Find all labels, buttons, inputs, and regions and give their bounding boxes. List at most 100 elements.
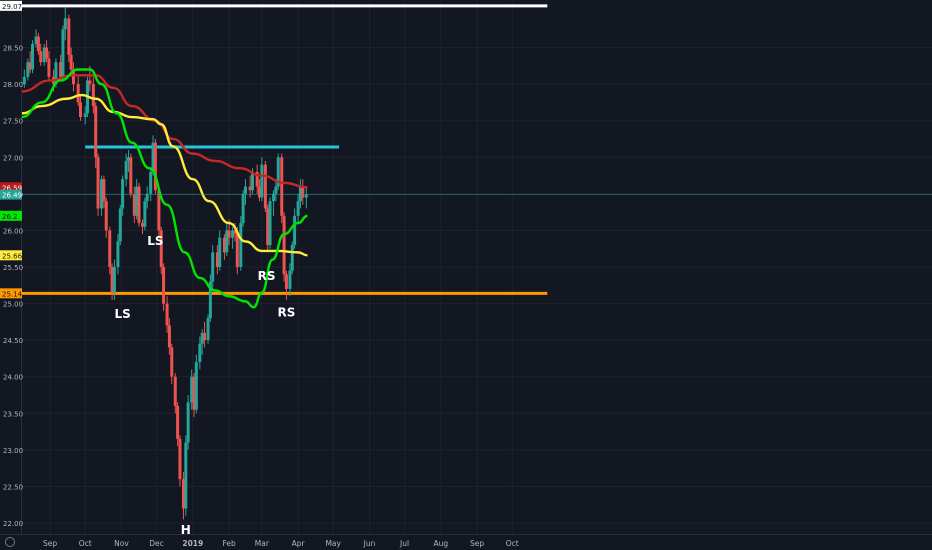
candle-body: [290, 245, 294, 271]
candle: [36, 32, 40, 55]
candle: [31, 40, 35, 74]
candle-body: [208, 281, 212, 319]
candle-body: [54, 62, 58, 85]
grid: [22, 0, 932, 534]
candle-body: [118, 208, 122, 242]
x-tick-label: Jul: [399, 539, 409, 548]
candle: [145, 186, 149, 209]
x-tick-label: Oct: [79, 539, 92, 548]
candle: [218, 230, 222, 271]
candle: [222, 234, 226, 260]
candle-body: [126, 157, 130, 161]
ma-line-ma-yellow: [21, 93, 308, 257]
candle: [255, 164, 259, 194]
candle: [116, 234, 120, 275]
candle-body: [137, 186, 141, 224]
candle: [200, 329, 204, 355]
candle-body: [121, 179, 125, 209]
candle-body: [151, 142, 155, 172]
x-tick-label: Nov: [114, 539, 129, 548]
candle-body: [233, 230, 237, 235]
price-badge-bg: [0, 0, 22, 11]
time-axis[interactable]: Sep Oct Nov Dec 2019 Feb Mar Apr May Jun Jul Aug Sep…: [43, 539, 519, 548]
candle-body: [28, 62, 32, 70]
candle-body: [296, 201, 300, 216]
candle: [167, 318, 171, 355]
x-tick-label: Mar: [255, 539, 270, 548]
candle-body: [192, 376, 196, 410]
candle: [184, 435, 188, 516]
candle-body: [36, 36, 40, 52]
candle-body: [282, 215, 286, 275]
candle: [47, 51, 51, 81]
candle-body: [145, 193, 149, 202]
candle: [215, 245, 219, 275]
price-badge: 25.14: [0, 288, 23, 299]
candle: [26, 58, 30, 81]
candle: [298, 179, 302, 209]
candle: [181, 471, 185, 520]
candle: [96, 153, 100, 216]
candle-body: [280, 157, 284, 216]
y-tick-label: 27.50: [3, 118, 23, 126]
candle-body: [143, 201, 147, 227]
candle: [203, 321, 207, 348]
candle-body: [274, 186, 278, 194]
candle: [126, 149, 130, 172]
candle: [135, 179, 139, 220]
candle: [71, 62, 75, 92]
pattern-label-rs: RS: [258, 269, 276, 283]
candle: [108, 226, 112, 275]
x-tick-label: Feb: [222, 539, 236, 548]
candle-body: [184, 442, 188, 509]
candle: [198, 336, 202, 370]
candle-body: [132, 193, 136, 216]
x-tick-label: 2019: [182, 539, 203, 548]
candle-body: [100, 179, 104, 209]
candle: [121, 175, 125, 216]
price-badge-label: 26.59: [2, 184, 22, 192]
candle: [296, 193, 300, 224]
x-tick-label: Sep: [470, 539, 484, 548]
candle: [276, 153, 280, 191]
candle: [79, 95, 82, 121]
candle: [288, 263, 292, 297]
candle: [304, 186, 308, 209]
levels: [22, 4, 548, 295]
price-badge-bg: [0, 182, 22, 193]
y-tick-label: 24.50: [3, 337, 23, 345]
candle-body: [222, 237, 226, 253]
candle-body: [211, 252, 215, 282]
candle: [173, 373, 177, 414]
candle-body: [266, 208, 270, 246]
candle: [100, 175, 104, 216]
candle: [67, 14, 71, 63]
candle-body: [69, 54, 73, 70]
candle: [208, 274, 212, 322]
candle: [258, 179, 262, 202]
candle-body: [45, 47, 49, 59]
candle-body: [235, 234, 239, 267]
candle-body: [94, 106, 98, 158]
candle-body: [116, 241, 120, 267]
pattern-label-rs: RS: [277, 306, 295, 320]
candle: [192, 373, 196, 417]
candle-body: [149, 171, 153, 194]
settings-icon[interactable]: [5, 537, 15, 547]
candle-body: [112, 267, 116, 293]
candle: [59, 54, 63, 81]
y-tick-label: 24.00: [3, 374, 23, 382]
candle-body: [231, 230, 235, 238]
candle: [263, 160, 267, 213]
candle-body: [258, 186, 262, 198]
candle: [186, 395, 190, 450]
price-badge-label: 29.07: [2, 3, 22, 11]
candle-body: [198, 343, 202, 363]
candle-body: [165, 303, 169, 326]
candle-body: [42, 47, 46, 63]
candle-body: [135, 186, 139, 216]
candle-body: [167, 325, 171, 348]
candle-body: [61, 29, 65, 77]
